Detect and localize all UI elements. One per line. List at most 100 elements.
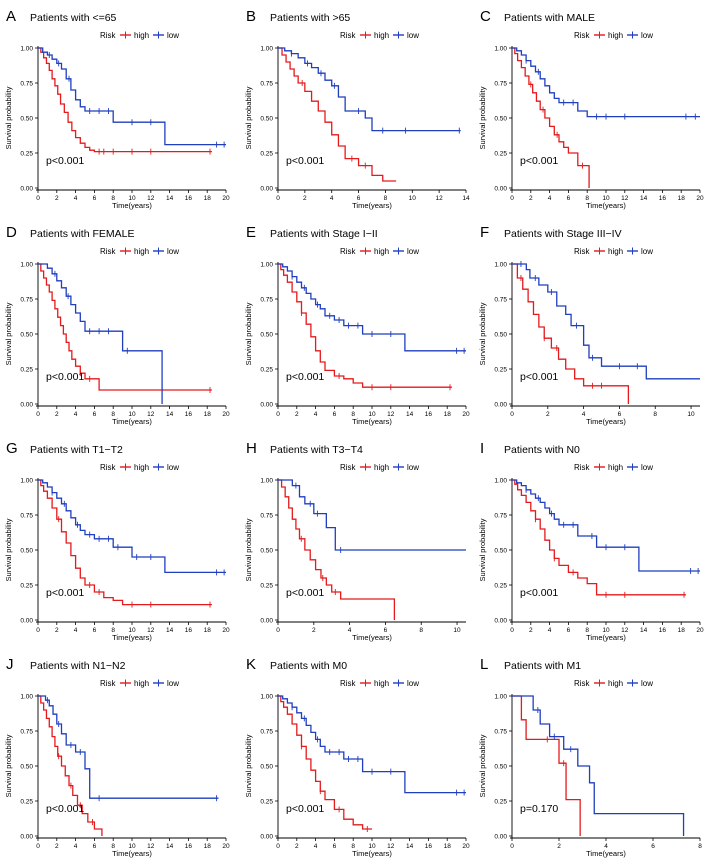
panel-letter: E [246,224,256,241]
x-tick-label: 16 [185,195,193,202]
y-tick-label: 0.00 [260,402,273,409]
x-tick-label: 8 [111,843,115,850]
y-tick-label: 0.50 [494,548,507,555]
legend-low-label: low [167,679,179,688]
x-tick-label: 8 [111,195,115,202]
panel-title: Patients with Stage III−IV [504,228,622,240]
x-axis-label: Time(years) [586,201,626,210]
km-curve-high [38,47,212,153]
legend-high-label: high [608,31,623,40]
x-tick-label: 16 [185,411,193,418]
x-tick-label: 2 [55,627,59,634]
km-curve-high [38,695,103,836]
x-axis-label: Time(years) [112,633,152,642]
x-tick-label: 12 [387,411,395,418]
km-curve-high [278,263,452,388]
p-value: p<0.001 [286,587,324,599]
y-tick-label: 0.75 [260,513,273,520]
y-tick-label: 0.25 [20,151,33,158]
p-value: p<0.001 [520,371,558,383]
x-tick-label: 2 [55,843,59,850]
legend-low-label: low [407,247,419,256]
y-tick-label: 0.00 [494,186,507,193]
legend: Risk high low [100,247,179,256]
x-tick-label: 8 [698,843,702,850]
legend-high-label: high [134,31,149,40]
y-tick-label: 1.00 [20,478,33,485]
x-tick-label: 10 [128,195,136,202]
y-tick-label: 0.00 [20,186,33,193]
y-tick-label: 1.00 [494,262,507,269]
x-tick-label: 0 [36,843,40,850]
x-tick-label: 14 [166,195,174,202]
axes: 0.00 0.25 0.50 0.75 1.00 0 2 4 6 8 10 12 14 16 18 20 Tim… [478,478,704,643]
x-tick-label: 8 [384,195,388,202]
x-tick-label: 0 [36,411,40,418]
x-axis-label: Time(years) [112,417,152,426]
x-tick-label: 20 [462,843,470,850]
axes: 0.00 0.25 0.50 0.75 1.00 0 2 4 6 8 10 12 14 16 18 20 Tim… [4,262,230,427]
panel-title: Patients with >65 [270,12,350,24]
x-tick-label: 18 [204,843,212,850]
y-tick-label: 0.75 [494,729,507,736]
x-tick-label: 16 [185,843,193,850]
x-tick-label: 4 [548,195,552,202]
legend: Risk high low [574,247,653,256]
y-tick-label: 1.00 [20,262,33,269]
y-axis-label: Survival probability [478,302,487,365]
panel-l: L Patients with M1 Risk high low 0.00 0.25 0.50… [478,656,702,858]
x-tick-label: 12 [147,627,155,634]
y-axis-label: Survival probability [4,518,13,581]
y-tick-label: 0.25 [260,367,273,374]
y-tick-label: 0.50 [20,548,33,555]
panel-letter: B [246,8,256,25]
panel-title: Patients with Stage I−II [270,228,378,240]
x-tick-label: 6 [567,195,571,202]
y-tick-label: 1.00 [494,46,507,53]
y-tick-label: 1.00 [260,694,273,701]
axes: 0.00 0.25 0.50 0.75 1.00 0 2 4 6 8 10 12 14 16 18 20 Tim… [4,478,230,643]
y-tick-label: 1.00 [260,478,273,485]
x-tick-label: 20 [222,195,230,202]
p-value: p=0.170 [520,803,558,815]
x-tick-label: 4 [548,627,552,634]
x-tick-label: 10 [128,627,136,634]
x-tick-label: 4 [604,843,608,850]
x-tick-label: 12 [387,843,395,850]
legend-high-label: high [374,463,389,472]
x-tick-label: 14 [166,843,174,850]
y-tick-label: 1.00 [494,478,507,485]
x-tick-label: 14 [640,195,648,202]
x-axis-label: Time(years) [352,849,392,858]
x-tick-label: 6 [333,411,337,418]
legend-title: Risk [340,247,357,256]
x-tick-label: 10 [128,411,136,418]
legend: Risk high low [100,679,179,688]
x-tick-label: 12 [436,195,444,202]
y-tick-label: 0.25 [494,583,507,590]
km-curve-low [278,47,461,132]
legend-title: Risk [100,463,117,472]
y-axis-label: Survival probability [4,734,13,797]
x-tick-label: 14 [640,627,648,634]
y-tick-label: 0.25 [494,367,507,374]
x-tick-label: 4 [314,843,318,850]
x-tick-label: 20 [222,411,230,418]
legend-title: Risk [574,31,591,40]
legend-title: Risk [100,31,117,40]
x-axis-label: Time(years) [352,201,392,210]
x-tick-label: 0 [36,195,40,202]
x-tick-label: 14 [166,627,174,634]
x-tick-label: 4 [74,843,78,850]
x-tick-label: 4 [314,411,318,418]
y-tick-label: 1.00 [20,46,33,53]
km-curve-low [38,263,163,404]
y-axis-label: Survival probability [244,302,253,365]
km-curve-high [278,47,397,182]
x-tick-label: 6 [333,843,337,850]
x-tick-label: 8 [351,843,355,850]
